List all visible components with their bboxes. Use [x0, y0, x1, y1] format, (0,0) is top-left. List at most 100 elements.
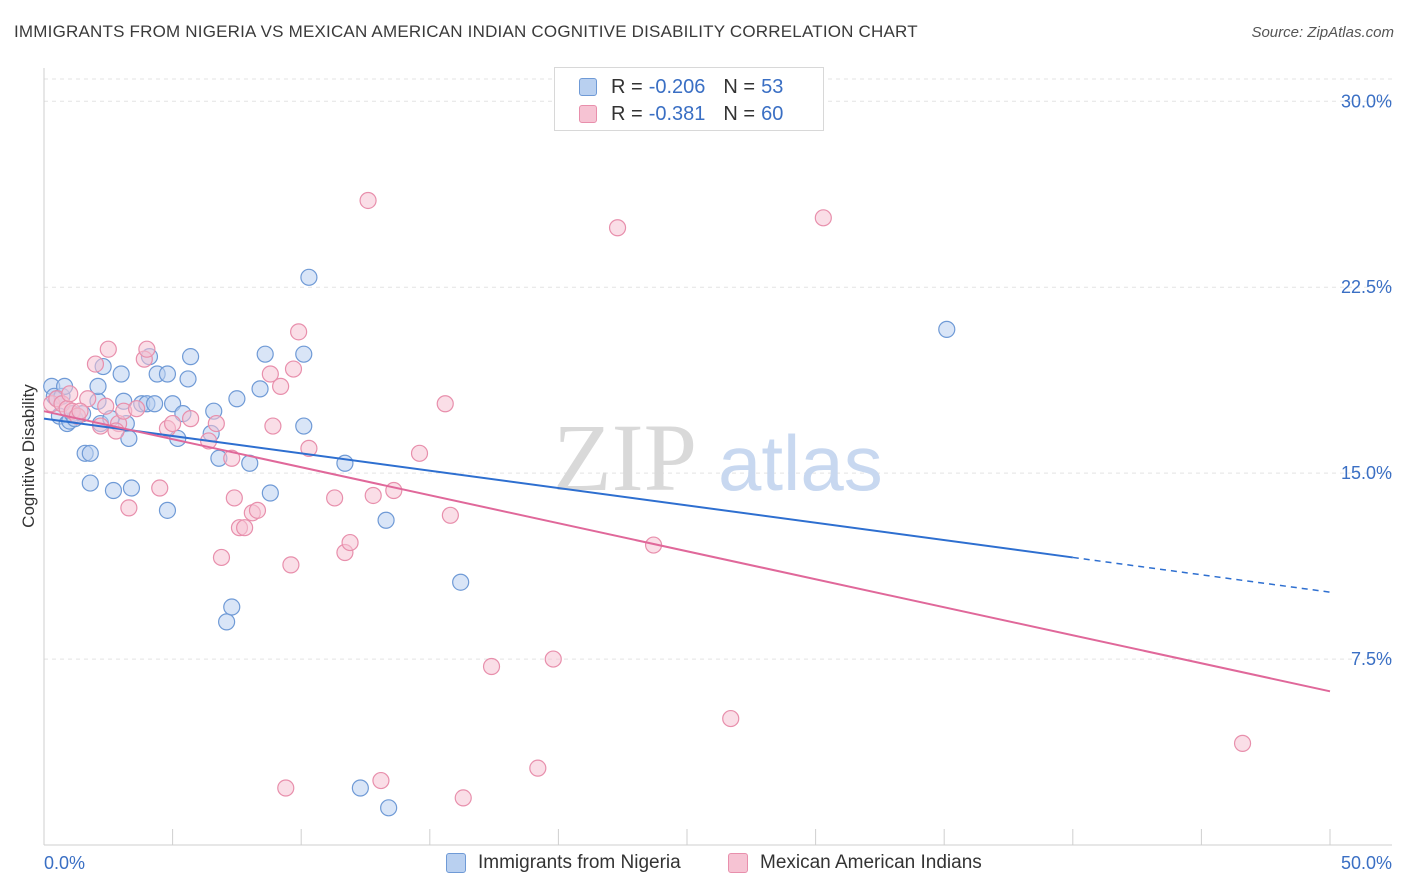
mexican-point	[282, 556, 300, 574]
mexican-point	[71, 402, 89, 420]
mexican-point	[207, 414, 225, 433]
mexican-point	[454, 789, 472, 807]
legend-r-value: -0.206	[648, 75, 706, 98]
mexican-point	[722, 709, 740, 728]
mexican-point	[300, 439, 318, 457]
legend-row-nigeria: R = -0.206 N = 53	[579, 74, 783, 100]
mexican-point	[326, 489, 344, 507]
chart-title: IMMIGRANTS FROM NIGERIA VS MEXICAN AMERI…	[14, 22, 918, 41]
grid	[44, 78, 1392, 660]
y-tick-label: 7.5%	[1351, 649, 1392, 669]
tick-labels: 7.5% 15.0% 22.5% 30.0% 0.0% 50.0%	[44, 91, 1392, 873]
y-tick-label: 22.5%	[1341, 277, 1392, 297]
mexican-point	[120, 499, 138, 517]
series-legend-mexican[interactable]: Mexican American Indians	[728, 852, 982, 874]
nigeria-point	[223, 598, 241, 616]
mexican-point	[151, 479, 169, 497]
mexican-point	[79, 390, 97, 408]
mexican-point	[277, 779, 295, 797]
nigeria-point	[300, 268, 318, 286]
mexican-point	[372, 771, 390, 790]
correlation-legend: R = -0.206 N = 53 R = -0.381 N = 60	[554, 67, 824, 131]
mexican-point	[225, 489, 243, 507]
nigeria-point	[452, 573, 470, 591]
mexican-point	[212, 548, 231, 567]
legend-swatch-pink	[579, 105, 597, 123]
series-label-mexican: Mexican American Indians	[760, 852, 982, 873]
nigeria-trend-line	[43, 417, 1073, 559]
legend-r-label: R =	[611, 102, 643, 125]
mexican-trend-line	[43, 410, 1331, 693]
nigeria-point	[256, 345, 274, 363]
source-label: Source: ZipAtlas.com	[1251, 24, 1394, 41]
mexican-point	[261, 365, 279, 383]
mexican-point	[272, 377, 290, 395]
mexican-point	[223, 449, 241, 467]
nigeria-point	[377, 511, 395, 529]
mexican-point	[544, 650, 562, 668]
nigeria-point	[158, 501, 177, 519]
nigeria-point	[104, 481, 123, 500]
nigeria-point	[295, 417, 313, 435]
nigeria-point	[182, 348, 200, 366]
legend-row-mexican: R = -0.381 N = 60	[579, 101, 783, 127]
nigeria-point	[81, 444, 99, 462]
nigeria-point	[228, 390, 246, 408]
legend-n-value: 60	[761, 102, 784, 125]
axes	[43, 68, 1392, 846]
nigeria-point	[179, 370, 197, 388]
x-tick-label: 0.0%	[44, 853, 85, 873]
mexican-point	[441, 506, 459, 524]
legend-n-label: N =	[723, 102, 756, 125]
mexican-point	[264, 417, 282, 435]
nigeria-point	[295, 345, 313, 363]
series-label-nigeria: Immigrants from Nigeria	[478, 852, 681, 873]
nigeria-point	[164, 395, 182, 413]
mexican-point	[385, 481, 403, 500]
series-legend-nigeria[interactable]: Immigrants from Nigeria	[446, 852, 681, 874]
legend-swatch-blue	[579, 78, 597, 96]
mexican-point	[410, 444, 429, 462]
mexican-point	[364, 486, 382, 505]
legend-n-value: 53	[761, 75, 784, 98]
mexican-point	[236, 519, 254, 537]
nigeria-point	[261, 484, 279, 502]
mexican-point	[436, 395, 454, 413]
series-swatch-blue	[446, 853, 466, 873]
series-swatch-pink	[728, 853, 748, 873]
legend-r-label: R =	[611, 75, 643, 98]
trend-lines	[43, 410, 1331, 693]
nigeria-point	[81, 474, 99, 492]
mexican-point	[138, 340, 156, 358]
mexican-point	[127, 400, 146, 418]
watermark: ZIP atlas	[553, 404, 883, 511]
mexican-point	[341, 533, 359, 552]
mexican-point	[814, 209, 832, 227]
mexican-point	[284, 360, 303, 378]
mexican-point	[99, 340, 117, 358]
watermark-zip: ZIP	[553, 404, 697, 511]
y-axis-label: Cognitive Disability	[19, 384, 38, 528]
nigeria-point	[938, 320, 956, 338]
legend-n-label: N =	[723, 75, 756, 98]
mexican-point	[359, 191, 377, 210]
mexican-point	[97, 397, 115, 415]
nigeria-point	[122, 479, 141, 497]
nigeria-point	[351, 779, 369, 797]
mexican-point	[61, 385, 79, 403]
nigeria-point	[158, 365, 177, 383]
y-tick-label: 15.0%	[1341, 463, 1392, 483]
mexican-point	[1233, 734, 1252, 752]
nigeria-point	[89, 377, 107, 395]
mexican-point	[482, 657, 501, 676]
nigeria-point	[380, 799, 398, 817]
mexican-point	[86, 355, 105, 373]
watermark-atlas: atlas	[718, 419, 883, 507]
mexican-point	[164, 414, 182, 433]
nigeria-point	[112, 365, 130, 383]
mexican-point	[529, 759, 547, 777]
mexican-point	[290, 323, 308, 341]
y-tick-label: 30.0%	[1341, 91, 1392, 111]
legend-r-value: -0.381	[648, 102, 706, 125]
